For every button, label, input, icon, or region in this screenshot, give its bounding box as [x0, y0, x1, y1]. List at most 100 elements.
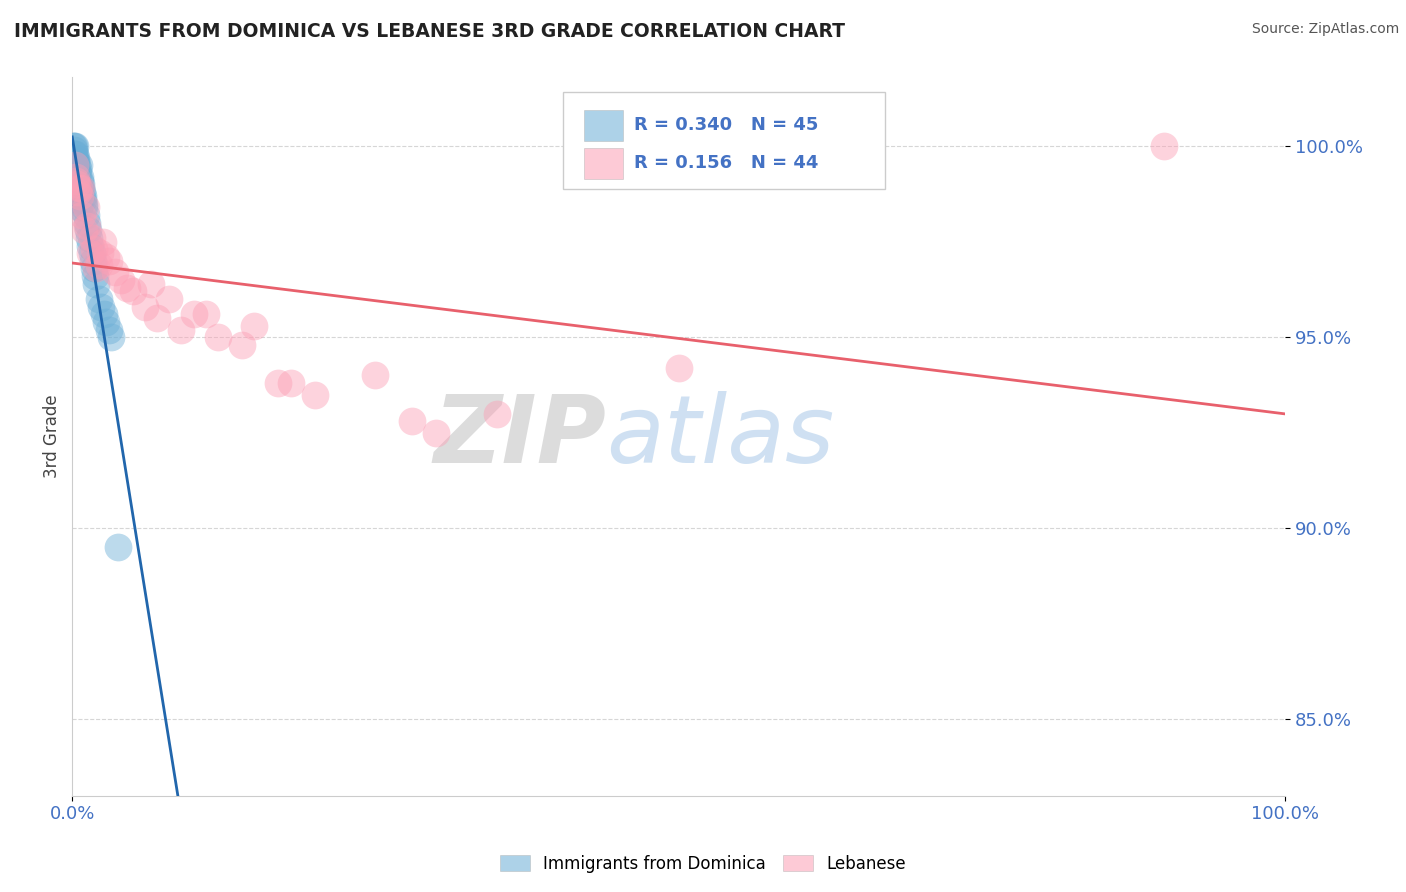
Point — [1153, 139, 1175, 153]
Text: R = 0.340   N = 45: R = 0.340 N = 45 — [634, 117, 818, 135]
Point — [69, 173, 91, 187]
Point — [668, 360, 690, 375]
Point — [67, 158, 90, 172]
Point — [97, 253, 120, 268]
Point — [66, 185, 89, 199]
Point — [83, 261, 105, 276]
Point — [66, 162, 89, 177]
Point — [79, 238, 101, 252]
Point — [139, 277, 162, 291]
Point — [80, 246, 103, 260]
Point — [76, 219, 98, 234]
Point — [67, 200, 90, 214]
Point — [66, 158, 89, 172]
Point — [87, 258, 110, 272]
Point — [69, 181, 91, 195]
Point — [62, 139, 84, 153]
Point — [96, 250, 118, 264]
Point — [67, 166, 90, 180]
Point — [76, 216, 98, 230]
Point — [146, 311, 169, 326]
FancyBboxPatch shape — [583, 147, 623, 179]
Point — [72, 193, 94, 207]
Point — [66, 178, 89, 192]
Point — [72, 189, 94, 203]
Point — [75, 200, 97, 214]
Point — [107, 541, 129, 555]
Text: ZIP: ZIP — [433, 391, 606, 483]
Point — [364, 368, 387, 383]
Point — [73, 196, 96, 211]
Point — [110, 273, 132, 287]
Point — [86, 261, 108, 276]
Point — [485, 407, 508, 421]
Point — [90, 300, 112, 314]
Point — [77, 223, 100, 237]
Legend: Immigrants from Dominica, Lebanese: Immigrants from Dominica, Lebanese — [494, 848, 912, 880]
Point — [65, 169, 87, 184]
Text: Source: ZipAtlas.com: Source: ZipAtlas.com — [1251, 22, 1399, 37]
Point — [401, 414, 423, 428]
Point — [231, 338, 253, 352]
Point — [84, 269, 107, 284]
Point — [96, 315, 118, 329]
Point — [80, 231, 103, 245]
Point — [104, 265, 127, 279]
Point — [65, 173, 87, 187]
Point — [63, 158, 86, 172]
Point — [207, 330, 229, 344]
Point — [63, 154, 86, 169]
Point — [75, 208, 97, 222]
Point — [70, 208, 93, 222]
Point — [63, 146, 86, 161]
Point — [267, 376, 290, 390]
Point — [69, 178, 91, 192]
Point — [69, 169, 91, 184]
Point — [83, 243, 105, 257]
Point — [122, 285, 145, 299]
Point — [65, 139, 87, 153]
Point — [425, 425, 447, 440]
Point — [66, 178, 89, 192]
Point — [243, 318, 266, 333]
Text: R = 0.156   N = 44: R = 0.156 N = 44 — [634, 154, 818, 172]
Point — [280, 376, 302, 390]
Point — [170, 323, 193, 337]
Point — [89, 246, 111, 260]
Point — [65, 154, 87, 169]
Point — [157, 292, 180, 306]
Point — [100, 330, 122, 344]
Point — [183, 307, 205, 321]
Point — [65, 162, 87, 177]
Point — [67, 181, 90, 195]
FancyBboxPatch shape — [583, 110, 623, 141]
Point — [134, 300, 156, 314]
Text: atlas: atlas — [606, 391, 834, 482]
Point — [63, 143, 86, 157]
Point — [115, 280, 138, 294]
Point — [63, 146, 86, 161]
Point — [93, 307, 115, 321]
Point — [194, 307, 217, 321]
Point — [67, 185, 90, 199]
Point — [67, 193, 90, 207]
Point — [304, 387, 326, 401]
Point — [97, 323, 120, 337]
Point — [73, 200, 96, 214]
Point — [73, 223, 96, 237]
Text: IMMIGRANTS FROM DOMINICA VS LEBANESE 3RD GRADE CORRELATION CHART: IMMIGRANTS FROM DOMINICA VS LEBANESE 3RD… — [14, 22, 845, 41]
Point — [65, 151, 87, 165]
FancyBboxPatch shape — [564, 92, 884, 189]
Point — [77, 231, 100, 245]
Y-axis label: 3rd Grade: 3rd Grade — [44, 395, 60, 478]
Point — [91, 235, 114, 249]
Point — [86, 277, 108, 291]
Point — [65, 169, 87, 184]
Point — [69, 189, 91, 203]
Point — [87, 292, 110, 306]
Point — [70, 185, 93, 199]
Point — [62, 139, 84, 153]
Point — [82, 253, 104, 268]
Point — [70, 181, 93, 195]
Point — [79, 246, 101, 260]
